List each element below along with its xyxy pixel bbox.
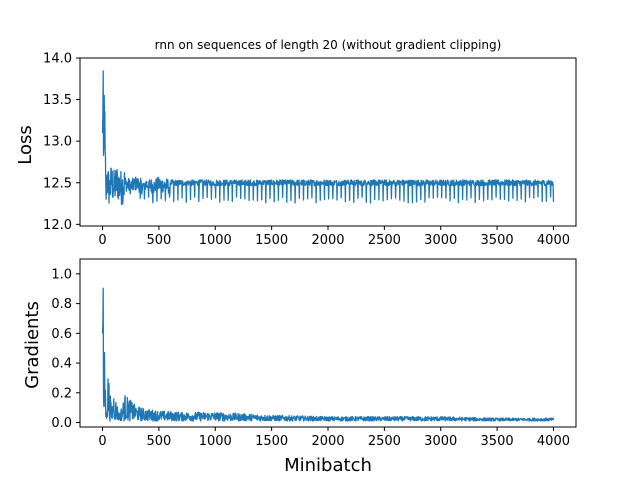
loss-ticks-layer: 0 500 1000 1500 2000 2500 3000 3500 4000 12.0 12.5… (43, 52, 570, 249)
gradients-y-tick-label: 0.4 (51, 357, 72, 372)
loss-x-tick-label: 3000 (424, 233, 457, 248)
chart-title: rnn on sequences of length 20 (without g… (155, 38, 502, 52)
gradients-y-tick-label: 0.0 (51, 416, 72, 431)
gradients-series-layer (101, 287, 555, 422)
loss-x-tick-label: 1500 (255, 233, 288, 248)
loss-x-tick-label: 4000 (537, 233, 570, 248)
loss-y-tick-label: 13.0 (43, 135, 72, 150)
loss-panel: rnn on sequences of length 20 (without g… (15, 38, 577, 249)
gradients-ticks-layer: 0 500 1000 1500 2000 2500 3000 3500 4000 0.0 0.2 0.… (51, 267, 570, 449)
gradients-y-tick-label: 0.2 (51, 386, 72, 401)
gradients-panel: 0 500 1000 1500 2000 2500 3000 3500 4000 0.0 0.2 0.… (22, 258, 577, 476)
gradients-axes-frame (79, 258, 577, 428)
gradients-x-tick-label: 3500 (481, 434, 514, 449)
gradients-x-tick-label: 0 (98, 434, 106, 449)
loss-series-line (101, 70, 555, 206)
loss-y-tick-label: 12.0 (43, 218, 72, 233)
gradients-x-tick-label: 2000 (311, 434, 344, 449)
loss-x-tick-label: 3500 (481, 233, 514, 248)
gradients-y-tick-label: 1.0 (51, 267, 72, 282)
loss-x-tick-label: 2000 (311, 233, 344, 248)
loss-y-tick-label: 12.5 (43, 176, 72, 191)
gradients-series-line (101, 287, 555, 422)
gradients-y-tick-label: 0.8 (51, 297, 72, 312)
gradients-x-tick-label: 500 (146, 434, 171, 449)
gradients-x-tick-label: 1000 (199, 434, 232, 449)
gradients-y-axis-label: Gradients (22, 301, 43, 389)
loss-x-tick-label: 500 (146, 233, 171, 248)
loss-x-tick-label: 2500 (368, 233, 401, 248)
gradients-x-tick-label: 4000 (537, 434, 570, 449)
loss-x-tick-label: 1000 (199, 233, 232, 248)
loss-y-axis-label: Loss (15, 125, 36, 164)
loss-x-tick-label: 0 (98, 233, 106, 248)
loss-y-tick-label: 14.0 (43, 52, 72, 67)
gradients-x-tick-label: 3000 (424, 434, 457, 449)
loss-y-tick-label: 13.5 (43, 93, 72, 108)
x-axis-label: Minibatch (284, 455, 372, 476)
gradients-x-tick-label: 2500 (368, 434, 401, 449)
loss-axes-frame (79, 57, 577, 227)
loss-series-layer (101, 70, 555, 206)
gradients-x-tick-label: 1500 (255, 434, 288, 449)
gradients-y-tick-label: 0.6 (51, 327, 72, 342)
